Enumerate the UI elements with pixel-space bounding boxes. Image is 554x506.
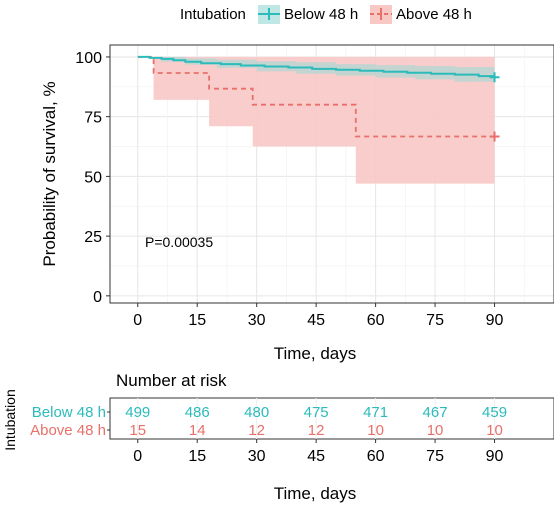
risk-table-side-title: Intubation	[2, 389, 18, 451]
x-axis-ticks: 0 15 30 45 60 75 90	[133, 303, 504, 329]
y-tick-label: 100	[75, 50, 102, 67]
risk-count: 499	[125, 404, 150, 421]
risk-count: 480	[244, 404, 269, 421]
risk-count: 475	[304, 404, 329, 421]
risk-count: 10	[486, 422, 503, 439]
risk-count: 10	[427, 422, 444, 439]
x-tick-label: 75	[426, 312, 444, 329]
survival-line-below-48h	[137, 55, 496, 78]
risk-x-tick-label: 45	[307, 448, 325, 465]
risk-table-rows: Below 48 h 499 486 480 475 471 467 459 Above 48 …	[30, 404, 507, 439]
y-tick-label: 75	[84, 110, 102, 127]
risk-x-tick-label: 60	[367, 448, 385, 465]
legend-title: Intubation	[180, 6, 246, 23]
risk-table-x-ticks: 0 15 30 45 60 75 90	[133, 439, 504, 465]
legend-label-above-48h: Above 48 h	[396, 6, 472, 23]
risk-table-x-axis-title: Time, days	[274, 484, 357, 503]
risk-x-tick-label: 30	[248, 448, 266, 465]
risk-table-panel	[109, 397, 554, 440]
x-tick-label: 60	[367, 312, 385, 329]
y-tick-label: 50	[84, 169, 102, 186]
risk-row-label: Above 48 h	[30, 422, 106, 439]
y-axis-ticks: 0 25 50 75 100	[75, 50, 110, 306]
risk-count: 10	[367, 422, 384, 439]
risk-row-label: Below 48 h	[32, 404, 106, 421]
survival-line-above-48h	[137, 56, 495, 138]
main-plot: 0 25 50 75 100 0 15 30 45 60 75 90 P=0.00035 Time,…	[40, 44, 554, 363]
y-tick-label: 25	[84, 229, 102, 246]
risk-count: 12	[248, 422, 265, 439]
x-tick-label: 90	[486, 312, 504, 329]
legend-label-below-48h: Below 48 h	[284, 6, 358, 23]
y-axis-title: Probability of survival, %	[40, 81, 59, 266]
risk-count: 14	[189, 422, 206, 439]
risk-x-tick-label: 90	[486, 448, 504, 465]
x-tick-label: 0	[133, 312, 142, 329]
risk-count: 12	[308, 422, 325, 439]
risk-x-tick-label: 75	[426, 448, 444, 465]
risk-table-title: Number at risk	[116, 371, 227, 390]
x-tick-label: 45	[307, 312, 325, 329]
risk-x-tick-label: 15	[188, 448, 206, 465]
survival-lines	[137, 55, 496, 138]
plot-frame	[109, 44, 554, 304]
risk-table-gridlines	[137, 398, 496, 439]
x-axis-title: Time, days	[274, 344, 357, 363]
risk-count: 15	[129, 422, 146, 439]
y-tick-label: 0	[93, 289, 102, 306]
risk-count: 459	[482, 404, 507, 421]
censor-marks	[489, 72, 500, 142]
risk-table: Number at risk Below 48 h 499 486 480 475 471…	[2, 371, 554, 503]
legend: Intubation Below 48 h Above 48 h	[180, 5, 472, 24]
risk-count: 471	[363, 404, 388, 421]
risk-x-tick-label: 0	[133, 448, 142, 465]
p-value-annotation: P=0.00035	[145, 234, 213, 250]
risk-count: 467	[423, 404, 448, 421]
risk-count: 486	[185, 404, 210, 421]
x-tick-label: 15	[188, 312, 206, 329]
x-tick-label: 30	[248, 312, 266, 329]
